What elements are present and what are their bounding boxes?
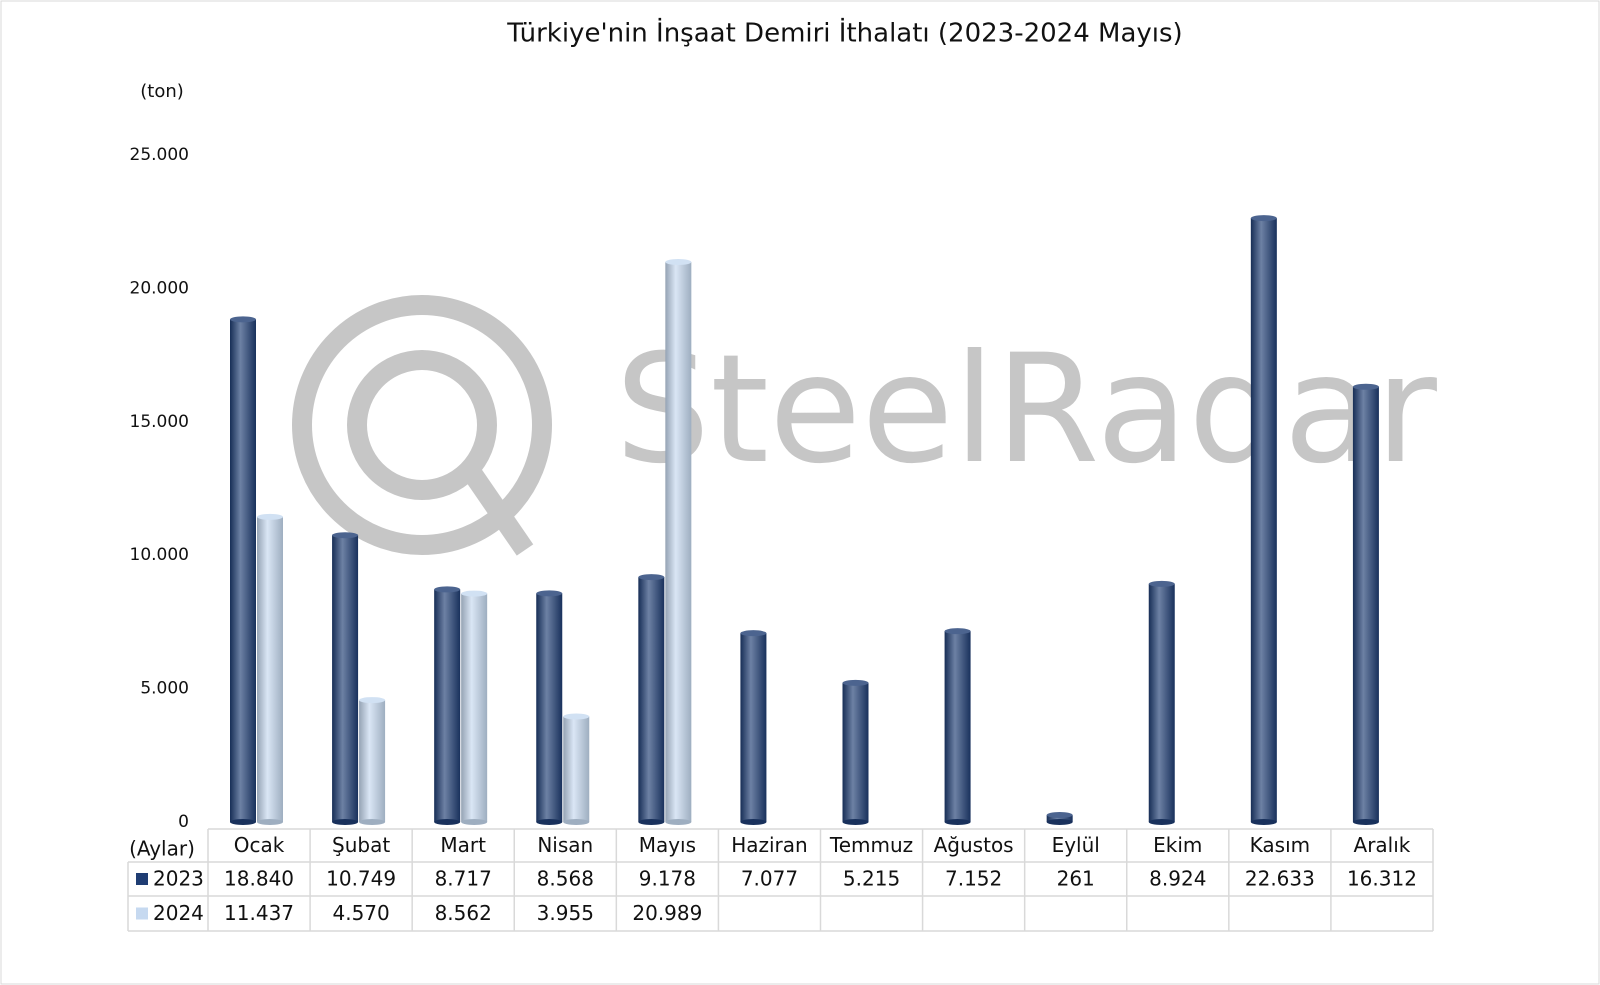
bar (842, 679, 869, 825)
bar (1148, 580, 1175, 825)
table-value: 20.989 (632, 901, 702, 925)
x-tick-label: Kasım (1250, 833, 1310, 857)
table-value: 3.955 (537, 901, 594, 925)
table-value: 22.633 (1245, 867, 1315, 891)
table-value: 8.924 (1149, 867, 1206, 891)
table-value: 8.568 (537, 867, 594, 891)
legend-key (136, 907, 148, 920)
bar (1046, 812, 1073, 825)
table-value: 9.178 (639, 867, 696, 891)
table-value: 8.562 (435, 901, 492, 925)
bar (332, 532, 359, 825)
bar (638, 574, 665, 825)
x-tick-label: Ocak (234, 833, 285, 857)
legend-key (136, 873, 148, 885)
bar (1250, 215, 1277, 825)
legend-label: 2024 (153, 901, 204, 925)
bar (536, 590, 563, 825)
table-value: 7.077 (741, 867, 798, 891)
watermark-text: SteelRadar (615, 323, 1437, 497)
x-tick-label: Aralık (1354, 833, 1411, 857)
x-tick-label: Ekim (1153, 833, 1202, 857)
y-tick-label: 15.000 (130, 412, 189, 432)
table-value: 7.152 (945, 867, 1002, 891)
bar (740, 630, 767, 825)
table-value: 10.749 (326, 867, 396, 891)
table-value: 8.717 (435, 867, 492, 891)
x-tick-label: Ağustos (934, 833, 1014, 857)
x-tick-label: Nisan (537, 833, 593, 857)
x-tick-label: Mayıs (639, 833, 696, 857)
y-axis-label: (ton) (140, 81, 184, 102)
table-value: 11.437 (224, 901, 294, 925)
y-tick-label: 10.000 (130, 545, 189, 565)
y-tick-label: 0 (178, 812, 189, 832)
table-value: 18.840 (224, 867, 294, 891)
bar (257, 513, 283, 825)
legend-label: 2023 (153, 867, 204, 891)
x-tick-label: Eylül (1052, 833, 1100, 857)
table-value: 5.215 (843, 867, 900, 891)
y-tick-label: 5.000 (140, 679, 189, 699)
x-tick-label: Temmuz (829, 833, 913, 857)
watermark-logo (292, 295, 552, 556)
table-value: 4.570 (332, 901, 389, 925)
bar (665, 259, 692, 825)
bar (1352, 383, 1379, 825)
table-value: 16.312 (1347, 867, 1417, 891)
bar (230, 316, 256, 825)
y-tick-label: 20.000 (130, 278, 189, 298)
bar (434, 586, 461, 825)
table-value: 261 (1057, 867, 1095, 891)
chart-title: Türkiye'nin İnşaat Demiri İthalatı (2023… (506, 17, 1182, 49)
bar (461, 590, 488, 825)
x-tick-label: Haziran (731, 833, 808, 857)
bar (563, 713, 590, 825)
bar (944, 628, 971, 825)
x-axis-label: (Aylar) (129, 837, 195, 861)
y-tick-label: 25.000 (130, 145, 189, 165)
x-tick-label: Şubat (332, 833, 390, 857)
bar (359, 697, 386, 825)
x-tick-label: Mart (440, 833, 486, 857)
